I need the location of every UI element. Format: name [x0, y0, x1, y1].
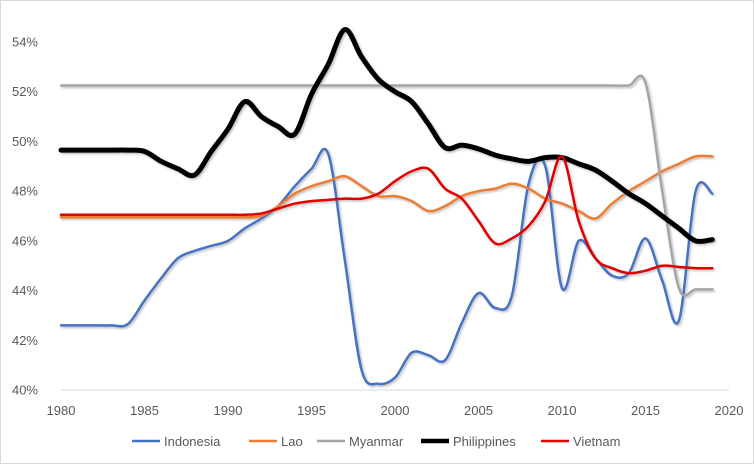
legend-label: Vietnam: [573, 434, 620, 449]
legend-label: Lao: [281, 434, 303, 449]
series-line-lao: [59, 154, 714, 220]
x-tick-label: 1980: [47, 403, 76, 418]
y-tick-label: 42%: [12, 333, 38, 348]
y-tick-label: 46%: [12, 233, 38, 248]
x-tick-label: 2000: [381, 403, 410, 418]
y-tick-label: 44%: [12, 283, 38, 298]
legend-label: Indonesia: [164, 434, 221, 449]
y-tick-label: 54%: [12, 35, 38, 50]
y-tick-label: 48%: [12, 184, 38, 199]
x-axis-ticks: 1980 1985 1990 1995 2000 2005 2010 2015 2020: [47, 403, 744, 418]
y-tick-label: 50%: [12, 134, 38, 149]
x-tick-label: 2005: [464, 403, 493, 418]
legend-label: Philippines: [453, 434, 516, 449]
y-axis-ticks: 40% 42% 44% 46% 48% 50% 52% 54%: [12, 35, 38, 398]
legend: Indonesia Lao Myanmar Philippines Vietnam: [132, 434, 620, 449]
series-line-indonesia: [59, 147, 714, 386]
series-lines: [58, 27, 715, 386]
series-line-vietnam: [59, 155, 714, 275]
x-tick-label: 1985: [130, 403, 159, 418]
y-tick-label: 52%: [12, 84, 38, 99]
series-line-philippines: [58, 27, 715, 244]
legend-label: Myanmar: [349, 434, 404, 449]
series-line-myanmar: [59, 74, 714, 297]
x-tick-label: 1990: [214, 403, 243, 418]
x-tick-label: 2020: [715, 403, 744, 418]
x-tick-label: 2015: [631, 403, 660, 418]
x-tick-label: 1995: [297, 403, 326, 418]
y-tick-label: 40%: [12, 383, 38, 398]
x-tick-label: 2010: [548, 403, 577, 418]
